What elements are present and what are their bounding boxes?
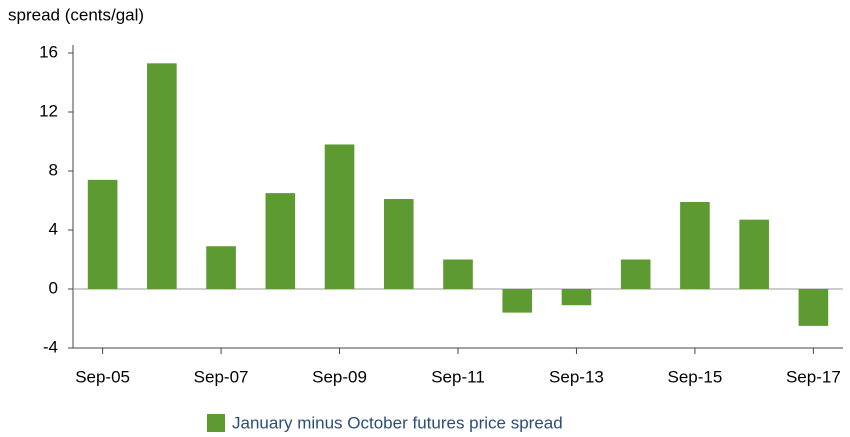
x-tick-label: Sep-13 — [549, 367, 604, 386]
x-tick-label: Sep-07 — [194, 367, 249, 386]
bar — [324, 144, 355, 289]
legend-swatch — [207, 414, 225, 432]
y-tick-label: 0 — [49, 278, 58, 297]
y-tick-label: 4 — [49, 219, 58, 238]
bar — [443, 259, 473, 289]
bar — [739, 219, 769, 289]
y-tick-label: -4 — [43, 337, 58, 356]
x-tick-label: Sep-05 — [75, 367, 130, 386]
y-tick-label: 8 — [49, 160, 58, 179]
bar — [561, 289, 592, 306]
bar — [206, 246, 236, 289]
bar — [87, 179, 118, 289]
bar — [620, 259, 651, 289]
y-tick-label: 16 — [39, 42, 58, 61]
bar — [798, 289, 829, 326]
bar — [147, 63, 177, 290]
x-tick-label: Sep-11 — [431, 367, 485, 386]
bar — [680, 201, 710, 289]
legend-label: January minus October futures price spre… — [232, 413, 563, 432]
x-tick-label: Sep-15 — [668, 367, 723, 386]
bar — [383, 199, 414, 289]
x-tick-label: Sep-17 — [786, 367, 841, 386]
bar — [502, 289, 533, 313]
x-tick-label: Sep-09 — [312, 367, 367, 386]
y-tick-label: 12 — [39, 101, 58, 120]
bar — [265, 193, 296, 289]
y-axis-label: spread (cents/gal) — [8, 5, 144, 24]
